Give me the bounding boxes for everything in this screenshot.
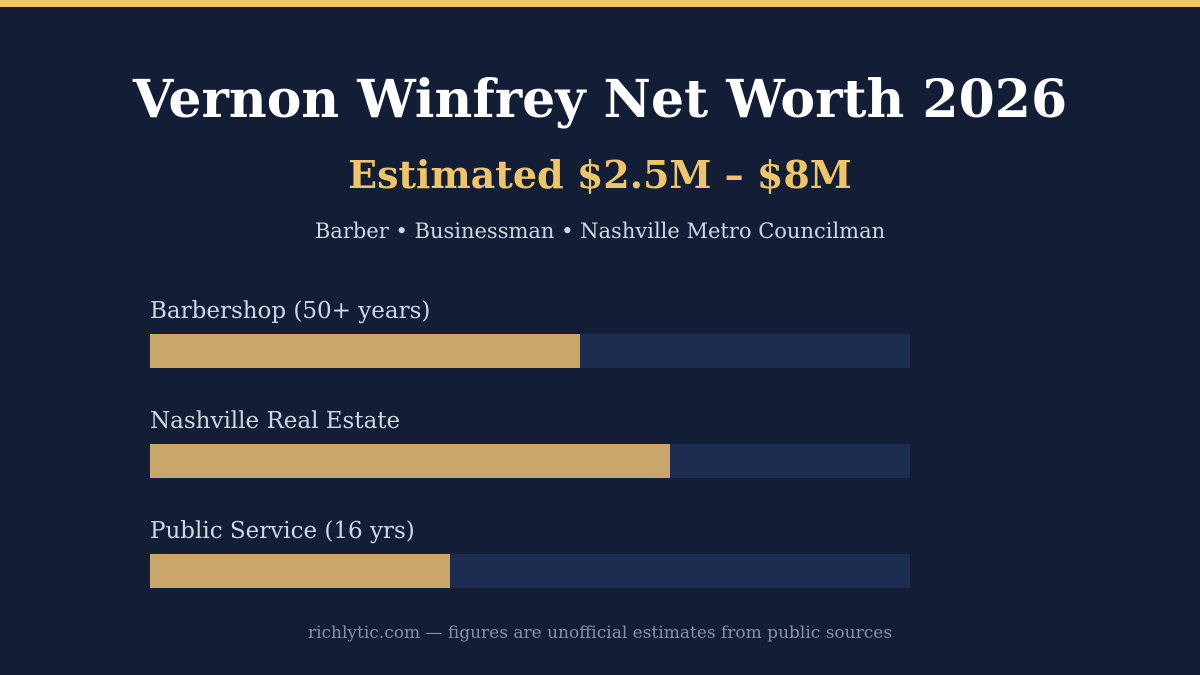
occupation-tagline: Barber • Businessman • Nashville Metro C… bbox=[314, 219, 886, 243]
bar-track bbox=[150, 554, 910, 588]
bar-label: Nashville Real Estate bbox=[150, 408, 401, 434]
bar-track bbox=[150, 334, 910, 368]
bar bbox=[150, 444, 670, 478]
source-disclaimer: richlytic.com — figures are unofficial e… bbox=[307, 623, 893, 643]
net-worth-estimate: Estimated $2.5M – $8M bbox=[348, 152, 852, 197]
bar-track bbox=[150, 444, 910, 478]
top-accent-stripe bbox=[0, 0, 1200, 7]
bar-label: Public Service (16 yrs) bbox=[150, 518, 415, 544]
bar bbox=[150, 554, 450, 588]
page-title: Vernon Winfrey Net Worth 2026 bbox=[132, 69, 1068, 130]
bar bbox=[150, 334, 580, 368]
bar-label: Barbershop (50+ years) bbox=[150, 298, 431, 324]
